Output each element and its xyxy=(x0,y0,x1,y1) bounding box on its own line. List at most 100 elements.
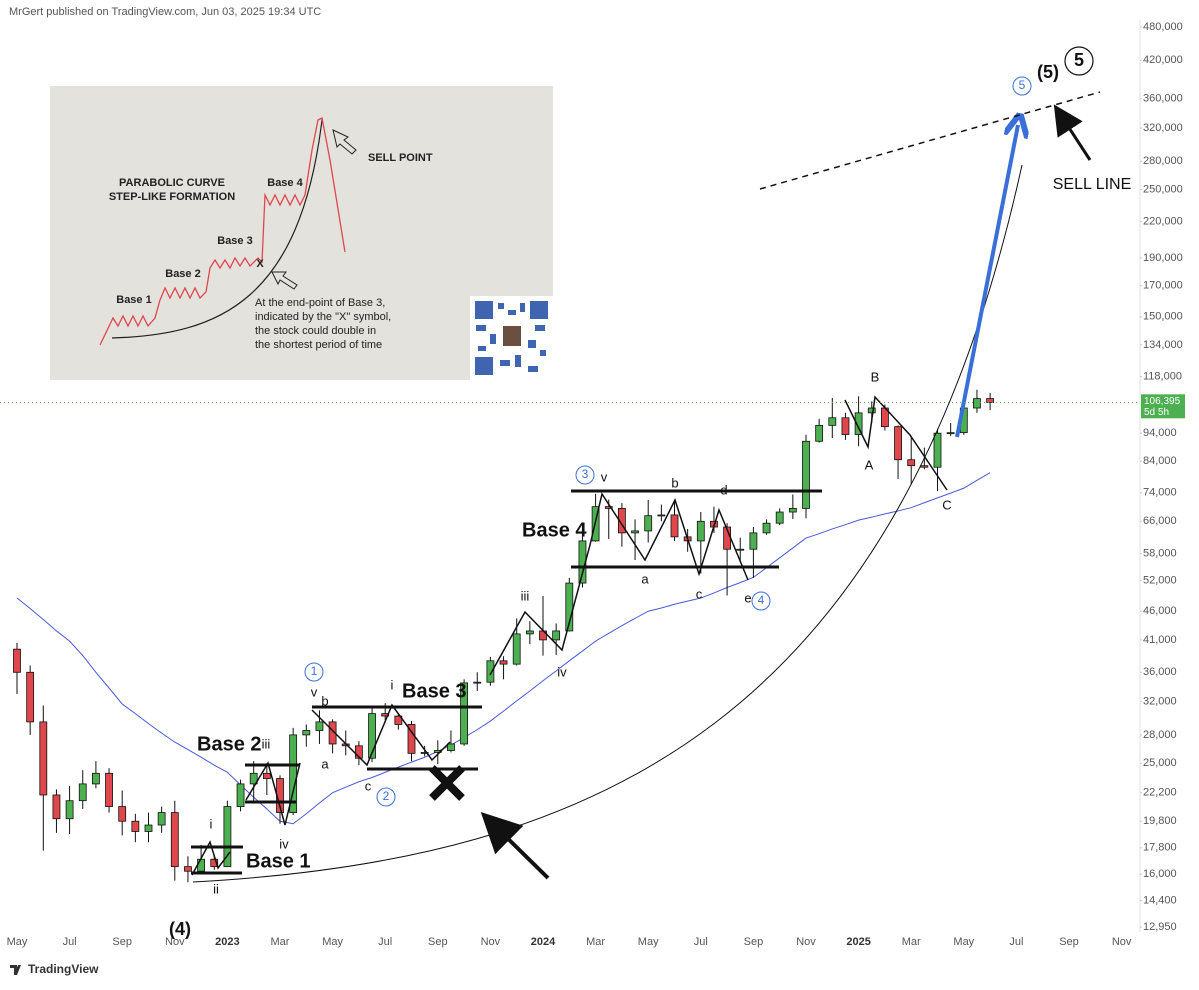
candle-body xyxy=(92,772,100,785)
inset-arrow xyxy=(271,271,298,290)
candle-body xyxy=(670,514,679,538)
inset-note: the shortest period of time xyxy=(255,339,382,351)
candle-body xyxy=(894,426,902,461)
annotation: Base 2 xyxy=(197,733,262,755)
y-tick-label: 360,000 xyxy=(1143,93,1183,105)
annotations: Base 1 Base 2 Base 3 Base 4 i ii iii iv … xyxy=(169,50,1131,939)
candle-body xyxy=(907,459,916,467)
inset-curve xyxy=(111,119,323,339)
candle-body xyxy=(407,724,416,754)
annotation: b xyxy=(671,475,678,490)
annotation: i xyxy=(210,816,213,831)
y-tick-label: 17,800 xyxy=(1143,842,1177,854)
candle-body xyxy=(486,660,495,683)
annotation: a xyxy=(321,756,329,771)
candle-body xyxy=(631,530,639,534)
wave-line xyxy=(311,703,451,767)
wave-circle xyxy=(376,787,396,807)
x-tick-label: Sep xyxy=(1059,936,1079,948)
sell-line xyxy=(759,91,1101,190)
x-tick-label: 2023 xyxy=(215,936,239,948)
wave-line xyxy=(191,840,231,876)
moving-average xyxy=(16,472,991,825)
annotation: d xyxy=(720,482,727,497)
target-arrow xyxy=(955,125,1018,438)
x-tick-label: Jul xyxy=(378,936,392,948)
candle-body xyxy=(249,772,258,785)
x-tick-label: May xyxy=(7,936,28,948)
y-tick-label: 480,000 xyxy=(1143,21,1183,33)
wave-number: 4 xyxy=(758,593,765,607)
y-tick-label: 19,800 xyxy=(1143,815,1177,827)
last-price-box xyxy=(1141,394,1185,419)
wave-number: 5 xyxy=(1074,50,1084,70)
wave-circle xyxy=(304,662,324,682)
annotation: v xyxy=(311,684,318,699)
candle-body xyxy=(736,548,745,551)
x-tick-label: Jul xyxy=(694,936,708,948)
y-tick-label: 12,950 xyxy=(1143,921,1177,933)
candle-body xyxy=(223,806,232,868)
y-tick-label: 320,000 xyxy=(1143,122,1183,134)
y-tick-label: 46,000 xyxy=(1143,605,1177,617)
candle-body xyxy=(512,633,521,665)
candle-body xyxy=(78,783,87,802)
wave-line xyxy=(245,761,301,826)
wave-circle xyxy=(1012,76,1032,96)
candle-body xyxy=(644,515,653,532)
candle-body xyxy=(604,506,613,509)
wave-number: 3 xyxy=(582,467,589,481)
y-tick-label: 32,000 xyxy=(1143,696,1177,708)
annotation: i xyxy=(391,677,394,692)
candle-body xyxy=(854,412,863,435)
candle-body xyxy=(105,772,113,807)
y-tick-label: 420,000 xyxy=(1143,54,1183,66)
y-tick-label: 74,000 xyxy=(1143,487,1177,499)
candle-body xyxy=(788,508,797,513)
arrow xyxy=(1053,104,1092,161)
x-tick-label: May xyxy=(953,936,974,948)
candle-body xyxy=(65,800,74,820)
candle-body xyxy=(473,681,482,684)
arrow xyxy=(480,811,550,880)
y-tick-label: 22,200 xyxy=(1143,787,1177,799)
wave-circle xyxy=(1064,46,1094,76)
x-tick-label: Jul xyxy=(1009,936,1023,948)
annotation: iii xyxy=(262,736,271,751)
last-price-label: 106,395 xyxy=(1144,396,1181,407)
candle-body xyxy=(696,520,705,542)
inset-arrow xyxy=(332,129,357,155)
footer-logo xyxy=(10,965,21,975)
y-tick-label: 280,000 xyxy=(1143,155,1183,167)
inset-note: At the end-point of Base 3, xyxy=(255,297,385,309)
footer: TradingView xyxy=(28,962,99,976)
candle-body xyxy=(302,730,311,736)
y-tick-label: 58,000 xyxy=(1143,547,1177,559)
candle-body xyxy=(775,511,784,524)
wave-line xyxy=(489,492,749,676)
candle-body xyxy=(13,648,21,673)
candle-body xyxy=(131,820,140,832)
candle-body xyxy=(618,508,626,534)
inset-label: X xyxy=(256,258,264,270)
candle-body xyxy=(197,858,206,872)
x-tick-label: Sep xyxy=(112,936,132,948)
inset-label: Base 2 xyxy=(165,268,200,280)
annotation: C xyxy=(942,497,951,512)
y-tick-label: 25,000 xyxy=(1143,757,1177,769)
y-tick-label: 170,000 xyxy=(1143,279,1183,291)
x-tick-label: Mar xyxy=(902,936,921,948)
annotation: B xyxy=(871,369,880,384)
candle-body xyxy=(144,824,153,832)
countdown-label: 5d 5h xyxy=(1144,407,1169,418)
candle-body xyxy=(946,432,955,435)
inset-image: PARABOLIC CURVE STEP-LIKE FORMATION SELL… xyxy=(50,86,553,380)
x-tick-label: Mar xyxy=(271,936,290,948)
candle-body xyxy=(973,398,981,409)
candle-body xyxy=(26,671,35,723)
annotation: Base 4 xyxy=(522,519,587,541)
candle-body xyxy=(394,715,403,725)
y-tick-label: 52,000 xyxy=(1143,575,1177,587)
candle-body xyxy=(762,522,771,534)
candle-body xyxy=(328,721,337,745)
